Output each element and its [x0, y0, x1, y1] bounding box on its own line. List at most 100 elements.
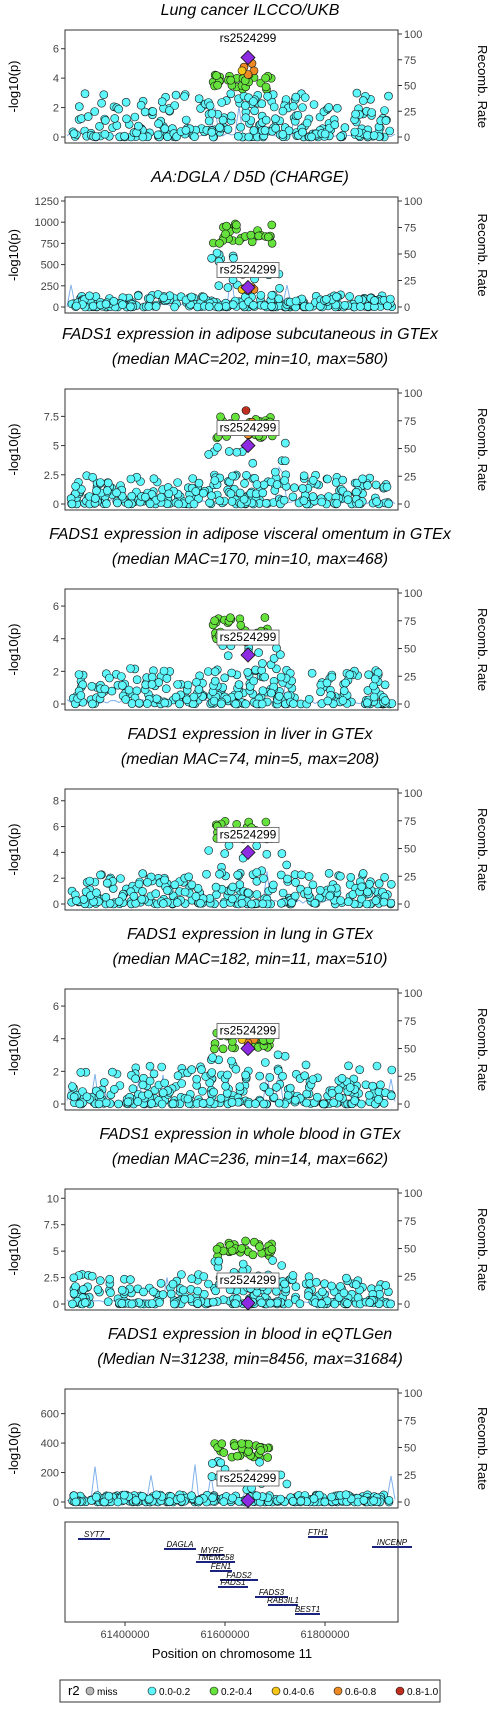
- snp-point: [222, 221, 231, 231]
- snp-point: [74, 670, 84, 679]
- snp-point: [213, 80, 222, 90]
- snp-point: [159, 293, 168, 303]
- snp-point: [102, 878, 112, 888]
- y-tick-label: 0: [53, 699, 59, 711]
- snp-point: [365, 879, 374, 889]
- snp-point: [380, 872, 389, 882]
- snp-point: [160, 875, 169, 885]
- snp-point: [351, 109, 360, 119]
- snp-point: [112, 121, 122, 130]
- r-tick-label: 100: [404, 1388, 422, 1400]
- snp-point: [171, 90, 181, 100]
- snp-point: [237, 898, 247, 908]
- snp-point: [258, 488, 268, 498]
- snp-point: [204, 116, 214, 126]
- snp-point: [290, 1095, 300, 1105]
- legend-label: 0.8-1.0: [407, 1687, 439, 1698]
- snp-point: [241, 406, 251, 415]
- snp-point: [177, 1270, 186, 1279]
- snp-point: [103, 478, 113, 488]
- snp-point: [289, 101, 298, 111]
- snp-point: [327, 672, 337, 682]
- snp-point: [327, 1089, 337, 1098]
- snp-point: [102, 499, 111, 509]
- snp-point: [386, 879, 396, 889]
- snp-point: [371, 896, 381, 905]
- snp-point: [149, 1069, 159, 1079]
- snp-point: [83, 112, 93, 121]
- y-tick-label: 4: [53, 1034, 59, 1046]
- snp-point: [134, 121, 143, 131]
- snp-point: [228, 471, 237, 481]
- snp-point: [308, 475, 318, 485]
- snp-point: [364, 670, 373, 680]
- snp-point: [177, 1079, 186, 1088]
- y-tick-label: 5: [53, 1246, 59, 1258]
- snp-point: [254, 648, 263, 657]
- snp-point: [124, 685, 134, 695]
- snp-point: [209, 696, 219, 706]
- snp-point: [241, 699, 250, 709]
- y-tick-label: 2.5: [44, 1273, 59, 1285]
- snp-point: [87, 681, 97, 691]
- snp-point: [69, 1273, 79, 1283]
- snp-point: [149, 474, 159, 484]
- snp-point: [223, 1070, 232, 1080]
- snp-point: [155, 1298, 164, 1307]
- snp-point: [250, 106, 259, 116]
- r-tick-label: 50: [404, 444, 416, 456]
- snp-point: [303, 886, 313, 896]
- snp-point: [232, 220, 241, 230]
- snp-point: [336, 896, 345, 905]
- snp-point: [151, 302, 161, 311]
- snp-point: [363, 481, 372, 490]
- lead-snp-label-box: [216, 420, 280, 436]
- snp-point: [249, 676, 258, 686]
- snp-point: [147, 680, 157, 689]
- r-tick-label: 75: [404, 55, 416, 67]
- snp-point: [255, 1071, 265, 1081]
- snp-point: [340, 123, 350, 132]
- snp-point: [231, 699, 240, 709]
- snp-point: [380, 106, 389, 115]
- snp-point: [187, 1065, 196, 1074]
- r-tick-label: 25: [404, 871, 416, 883]
- locus-panel: FADS1 expression in adipose subcutaneous…: [6, 326, 490, 511]
- snp-point: [261, 115, 271, 125]
- snp-point: [267, 1244, 277, 1254]
- lead-snp-label: rs2524299: [220, 262, 277, 276]
- snp-point: [145, 1061, 155, 1071]
- snp-point: [274, 294, 284, 304]
- snp-point: [147, 1299, 157, 1308]
- r-axis-label: Recomb. Rate: [475, 408, 490, 491]
- snp-point: [277, 849, 287, 858]
- locus-panel: AA:DGLA / D5D (CHARGE)025050075010001250…: [6, 169, 490, 314]
- snp-point: [376, 1080, 385, 1090]
- x-tick-label: 61800000: [301, 1629, 350, 1641]
- snp-point: [69, 129, 79, 138]
- snp-point: [106, 1288, 115, 1297]
- snp-point: [234, 236, 244, 246]
- snp-point: [263, 92, 272, 101]
- x-tick-label: 61600000: [201, 1629, 250, 1641]
- snp-point: [291, 296, 301, 306]
- snp-point: [180, 887, 190, 897]
- snp-point: [226, 489, 236, 499]
- snp-point: [132, 675, 142, 685]
- snp-point: [290, 483, 299, 493]
- snp-point: [71, 481, 80, 491]
- panel-title: (median MAC=236, min=14, max=662): [112, 1151, 388, 1168]
- snp-point: [308, 880, 318, 890]
- snp-point: [266, 688, 276, 698]
- snp-point: [210, 616, 219, 626]
- snp-point: [147, 1099, 156, 1108]
- snp-point: [369, 1496, 379, 1505]
- snp-point: [322, 678, 332, 688]
- snp-point: [304, 872, 314, 881]
- snp-point: [255, 1457, 264, 1467]
- snp-point: [189, 692, 199, 702]
- snp-point: [269, 102, 279, 112]
- snp-point: [191, 892, 201, 901]
- snp-point: [249, 126, 259, 135]
